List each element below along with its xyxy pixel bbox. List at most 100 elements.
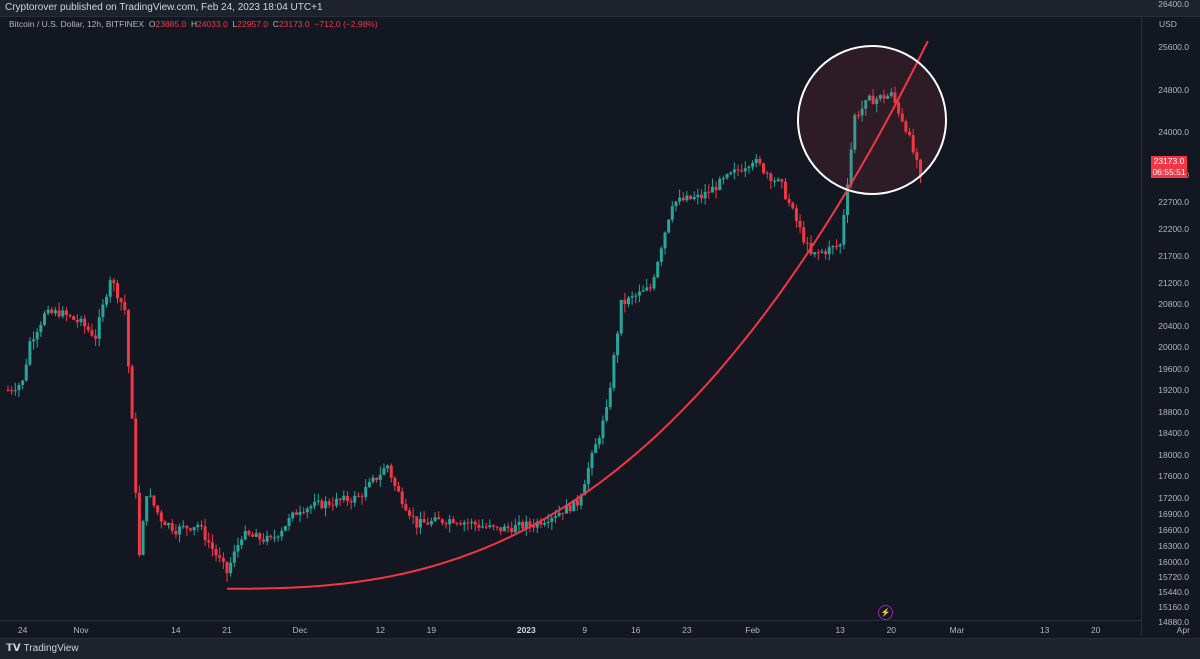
candle-body [846, 184, 849, 216]
price-tick-label: 17200.0 [1158, 492, 1189, 503]
candle-body [528, 521, 532, 526]
candle-body [506, 526, 510, 529]
candle-body [433, 517, 437, 521]
candle-body [900, 113, 904, 122]
candle-body [130, 366, 134, 419]
candle-body [349, 501, 353, 503]
candle-body [816, 252, 820, 254]
candle-body [532, 525, 536, 528]
close-value: 23173.0 [278, 19, 310, 29]
candle-body [875, 98, 879, 105]
highlight-circle [797, 45, 947, 195]
current-price: 23173.0 [1153, 156, 1185, 166]
candle-body [335, 498, 338, 506]
time-tick-label: 2023 [516, 625, 536, 635]
candle-body [68, 314, 72, 317]
candlestick-chart[interactable] [0, 16, 1141, 636]
candle-body [564, 504, 568, 514]
candle-body [342, 495, 346, 501]
candle-body [908, 131, 912, 136]
candle-body [199, 524, 203, 527]
candle-body [221, 557, 225, 562]
candle-body [751, 162, 755, 167]
time-tick-label: 20 [1090, 625, 1101, 635]
candle-body [163, 521, 167, 526]
candle-body [356, 495, 360, 497]
price-axis[interactable]: USD 14880.0 15160.0 15440.0 15720.0 16000.0 1… [1141, 0, 1200, 636]
candle-body [513, 525, 517, 533]
open-key: O [148, 19, 156, 29]
candle-body [444, 523, 448, 525]
candle-body [262, 539, 265, 542]
price-tick-label: 15440.0 [1158, 586, 1189, 597]
candle-body [429, 520, 433, 525]
candle-body [608, 387, 612, 408]
candle-body [156, 505, 160, 513]
candle-body [897, 102, 901, 114]
candle-body [459, 523, 463, 525]
price-tick-label: 16300.0 [1158, 540, 1189, 551]
time-tick-label: 9 [582, 625, 588, 635]
candle-body [324, 501, 328, 509]
candle-body [634, 295, 638, 297]
candle-body [597, 438, 601, 445]
candle-body [681, 197, 685, 201]
candle-body [524, 521, 528, 529]
candle-body [543, 522, 547, 525]
candle-body [408, 510, 411, 516]
candle-body [853, 115, 857, 150]
candle-body [813, 252, 817, 255]
price-tick-label: 24000.0 [1158, 127, 1189, 138]
candle-body [718, 178, 722, 191]
candle-body [17, 384, 21, 391]
candle-body [148, 495, 152, 497]
candle-body [178, 526, 182, 535]
candle-body [725, 174, 729, 179]
time-axis[interactable]: 24 Nov 14 21 Dec 12 19 2023 9 16 23 Feb 13 20 Mar 13 20 A… [0, 620, 1190, 637]
candle-body [119, 298, 123, 303]
candle-body [678, 197, 682, 202]
time-tick-label: 21 [222, 625, 232, 635]
price-tick-label: 19600.0 [1158, 363, 1189, 374]
candle-body [440, 519, 444, 524]
candle-body [94, 335, 98, 339]
candle-body [389, 465, 393, 478]
price-tick-label: 18800.0 [1158, 406, 1189, 417]
candle-body [64, 310, 68, 315]
candle-body [426, 522, 430, 525]
candle-body [210, 542, 214, 549]
candle-body [258, 533, 262, 540]
candle-body [780, 179, 784, 182]
candle-body [338, 498, 342, 501]
candle-body [170, 523, 174, 531]
candle-body [667, 219, 671, 233]
lightning-icon[interactable]: ⚡ [878, 605, 893, 620]
candle-body [375, 477, 379, 480]
candle-body [141, 521, 145, 556]
candle-body [393, 477, 397, 487]
candle-body [860, 108, 864, 116]
time-tick-label: 19 [426, 625, 437, 635]
candle-body [510, 528, 514, 533]
candle-body [116, 283, 119, 299]
candle-body [378, 474, 382, 480]
time-tick-label: Feb [745, 625, 760, 635]
candle-body [367, 481, 371, 488]
candle-body [824, 251, 828, 255]
candle-body [656, 262, 660, 278]
time-tick-label: 20 [886, 625, 897, 635]
candle-body [740, 170, 744, 172]
candle-body [291, 512, 295, 518]
candle-body [919, 159, 922, 177]
candle-body [126, 310, 130, 367]
candle-body [871, 95, 875, 105]
candle-body [521, 521, 525, 529]
candle-body [57, 310, 61, 317]
candle-body [707, 191, 711, 193]
candle-body [353, 495, 357, 503]
price-tick-label: 15160.0 [1158, 602, 1189, 612]
candle-body [747, 166, 751, 169]
low-value: 22957.0 [237, 19, 269, 29]
candle-body [692, 196, 696, 200]
price-tick-label: 14880.0 [1158, 617, 1189, 628]
